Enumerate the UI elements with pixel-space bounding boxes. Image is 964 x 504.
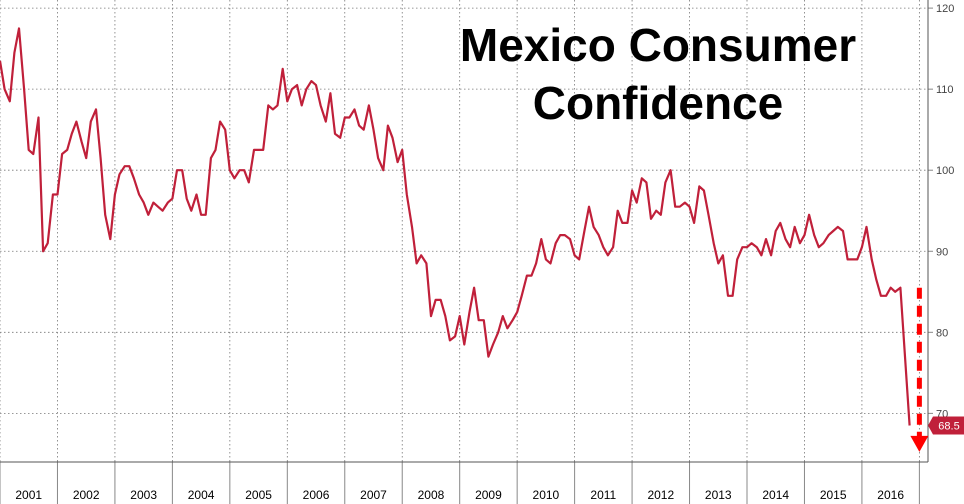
x-tick-label: 2003 xyxy=(130,488,157,502)
series-line xyxy=(0,27,911,426)
x-tick-label: 2008 xyxy=(418,488,445,502)
x-tick-label: 2013 xyxy=(705,488,732,502)
x-tick-label: 2005 xyxy=(245,488,272,502)
y-tick-label: 90 xyxy=(936,246,948,258)
x-tick-label: 2011 xyxy=(590,488,616,502)
x-tick-label: 2012 xyxy=(647,488,674,502)
x-tick-label: 2014 xyxy=(762,488,789,502)
last-value-label: 68.5 xyxy=(938,421,959,433)
x-tick-label: 2009 xyxy=(475,488,502,502)
y-tick-label: 110 xyxy=(936,84,954,96)
chart-title-line-2: Confidence xyxy=(532,77,784,129)
x-tick-label: 2010 xyxy=(533,488,560,502)
x-tick-label: 2002 xyxy=(73,488,100,502)
chart-title-line-1: Mexico Consumer xyxy=(459,19,857,71)
last-value-badge xyxy=(928,416,964,435)
y-tick-label: 100 xyxy=(936,165,954,177)
y-tick-label: 80 xyxy=(936,327,948,339)
x-tick-label: 2015 xyxy=(820,488,847,502)
x-tick-label: 2007 xyxy=(360,488,387,502)
x-tick-label: 2016 xyxy=(877,488,904,502)
x-tick-label: 2006 xyxy=(303,488,330,502)
x-tick-label: 2001 xyxy=(15,488,42,502)
x-tick-label: 2004 xyxy=(188,488,215,502)
down-arrow-head xyxy=(910,435,929,452)
y-tick-label: 120 xyxy=(936,3,954,15)
